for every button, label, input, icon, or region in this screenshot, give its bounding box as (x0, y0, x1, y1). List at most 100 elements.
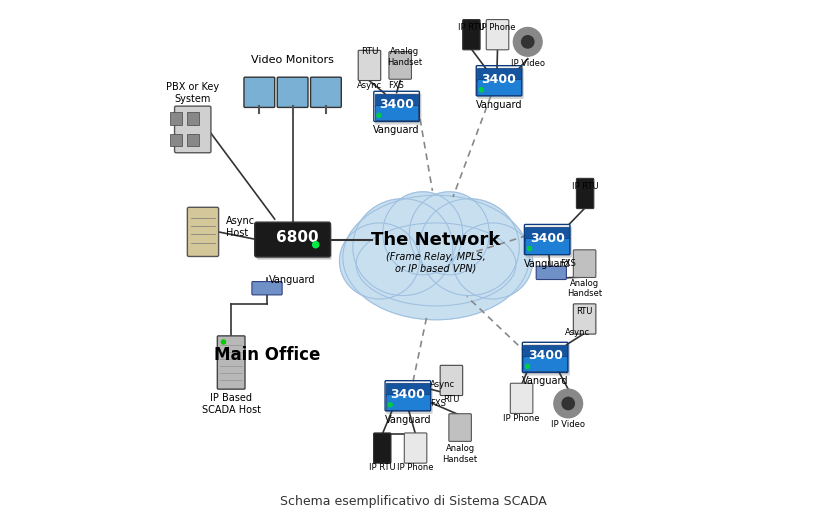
Text: 3400: 3400 (379, 98, 414, 111)
Text: 6800: 6800 (277, 230, 319, 245)
Text: 3400: 3400 (528, 350, 563, 363)
Text: Async: Async (430, 380, 456, 389)
FancyBboxPatch shape (386, 383, 430, 396)
FancyBboxPatch shape (525, 227, 572, 258)
Text: Vanguard: Vanguard (522, 376, 568, 386)
FancyBboxPatch shape (358, 50, 381, 80)
Text: (Frame Relay, MPLS,
or IP based VPN): (Frame Relay, MPLS, or IP based VPN) (387, 252, 486, 273)
Text: Async
Host: Async Host (226, 216, 255, 237)
Text: IP Phone: IP Phone (479, 23, 515, 32)
Ellipse shape (410, 192, 489, 275)
FancyBboxPatch shape (487, 20, 509, 50)
FancyBboxPatch shape (524, 356, 567, 371)
FancyBboxPatch shape (170, 134, 183, 146)
Ellipse shape (382, 192, 463, 275)
Text: RTU: RTU (444, 395, 459, 404)
Text: Schema esemplificativo di Sistema SCADA: Schema esemplificativo di Sistema SCADA (280, 495, 546, 508)
Ellipse shape (343, 195, 529, 320)
FancyBboxPatch shape (449, 414, 472, 441)
Circle shape (562, 398, 574, 409)
Text: Analog
Handset: Analog Handset (387, 47, 422, 67)
Circle shape (479, 88, 483, 92)
Text: IP RTU: IP RTU (369, 464, 396, 472)
FancyBboxPatch shape (375, 105, 419, 121)
Ellipse shape (339, 223, 420, 299)
FancyBboxPatch shape (577, 178, 594, 209)
FancyBboxPatch shape (217, 336, 245, 389)
Text: Video Monitors: Video Monitors (251, 56, 334, 65)
FancyBboxPatch shape (524, 345, 567, 357)
Text: 3400: 3400 (529, 232, 565, 245)
FancyBboxPatch shape (440, 365, 463, 396)
Text: IP Phone: IP Phone (397, 464, 434, 472)
FancyBboxPatch shape (463, 20, 480, 50)
Ellipse shape (353, 199, 453, 296)
FancyBboxPatch shape (254, 222, 330, 257)
FancyBboxPatch shape (477, 79, 521, 95)
Text: 3400: 3400 (391, 388, 425, 401)
FancyBboxPatch shape (170, 112, 183, 125)
Text: Vanguard: Vanguard (373, 125, 420, 135)
Text: Vanguard: Vanguard (269, 276, 316, 285)
Text: IP Video: IP Video (510, 59, 544, 68)
FancyBboxPatch shape (174, 106, 211, 153)
Text: Analog
Handset: Analog Handset (567, 279, 602, 298)
FancyBboxPatch shape (386, 383, 433, 414)
Text: RTU: RTU (577, 307, 593, 316)
FancyBboxPatch shape (389, 52, 411, 79)
FancyBboxPatch shape (375, 94, 419, 107)
FancyBboxPatch shape (311, 77, 341, 108)
FancyBboxPatch shape (510, 383, 533, 414)
Text: Vanguard: Vanguard (385, 415, 431, 425)
Circle shape (525, 364, 529, 368)
Text: FXS: FXS (560, 259, 577, 268)
Circle shape (377, 113, 381, 117)
Circle shape (514, 27, 542, 56)
FancyBboxPatch shape (525, 238, 569, 254)
FancyBboxPatch shape (477, 67, 524, 99)
FancyBboxPatch shape (188, 208, 219, 256)
Text: FXS: FXS (388, 81, 404, 90)
FancyBboxPatch shape (524, 345, 570, 375)
Ellipse shape (356, 223, 516, 306)
Text: Main Office: Main Office (214, 346, 320, 364)
Circle shape (312, 242, 319, 248)
Text: IP RTU: IP RTU (458, 23, 485, 32)
Text: 3400: 3400 (482, 73, 516, 86)
FancyBboxPatch shape (187, 112, 199, 125)
Text: FXS: FXS (430, 399, 446, 408)
FancyBboxPatch shape (257, 226, 331, 260)
Circle shape (521, 36, 534, 48)
FancyBboxPatch shape (278, 77, 308, 108)
FancyBboxPatch shape (375, 93, 421, 125)
FancyBboxPatch shape (187, 134, 199, 146)
Circle shape (221, 340, 225, 344)
Ellipse shape (453, 223, 533, 299)
FancyBboxPatch shape (386, 394, 430, 410)
Text: Vanguard: Vanguard (524, 259, 571, 268)
Text: Analog
Handset: Analog Handset (443, 444, 477, 464)
Text: RTU: RTU (361, 47, 378, 57)
Circle shape (554, 389, 582, 418)
FancyBboxPatch shape (525, 227, 569, 239)
Text: IP Phone: IP Phone (503, 414, 540, 423)
Text: IP RTU: IP RTU (572, 182, 598, 191)
FancyBboxPatch shape (252, 282, 282, 295)
Text: The Network: The Network (372, 231, 501, 249)
FancyBboxPatch shape (536, 266, 567, 280)
Text: Async: Async (357, 81, 382, 90)
FancyBboxPatch shape (573, 250, 596, 278)
FancyBboxPatch shape (244, 77, 275, 108)
Text: PBX or Key
System: PBX or Key System (166, 82, 220, 104)
FancyBboxPatch shape (373, 433, 391, 463)
Text: Async: Async (565, 328, 591, 337)
Circle shape (388, 403, 392, 407)
Text: Vanguard: Vanguard (476, 100, 522, 110)
FancyBboxPatch shape (573, 304, 596, 334)
Text: IP Based
SCADA Host: IP Based SCADA Host (202, 393, 261, 415)
Text: IP Video: IP Video (551, 420, 585, 430)
Ellipse shape (420, 199, 520, 296)
Circle shape (528, 247, 532, 251)
FancyBboxPatch shape (404, 433, 427, 463)
FancyBboxPatch shape (477, 68, 521, 81)
